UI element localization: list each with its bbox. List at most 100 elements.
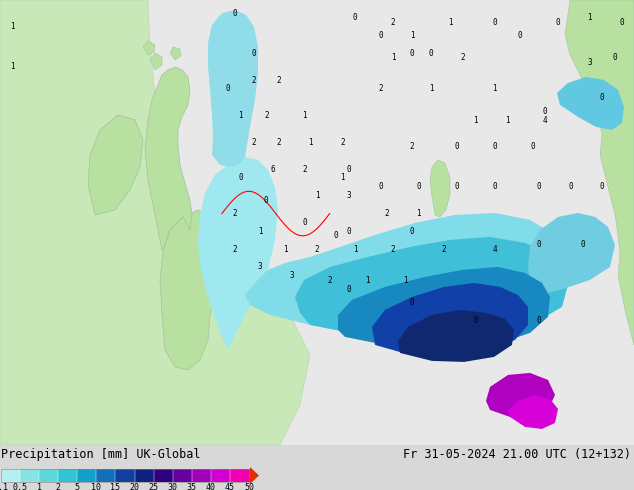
Text: 2: 2	[441, 245, 446, 254]
Text: 0: 0	[581, 240, 586, 249]
Text: 0.1: 0.1	[0, 483, 8, 490]
Polygon shape	[245, 213, 565, 330]
Text: Precipitation [mm] UK-Global: Precipitation [mm] UK-Global	[1, 448, 200, 461]
Polygon shape	[508, 395, 558, 429]
Text: 0: 0	[492, 142, 497, 151]
Text: 0: 0	[353, 13, 358, 23]
Bar	[39, 469, 58, 482]
Text: 0: 0	[530, 142, 535, 151]
Text: 1: 1	[429, 84, 434, 94]
Text: 0: 0	[346, 285, 351, 294]
Text: 0: 0	[543, 107, 548, 116]
FancyArrow shape	[249, 467, 259, 484]
Text: 0: 0	[346, 165, 351, 173]
Text: 1: 1	[365, 276, 370, 285]
Polygon shape	[557, 77, 624, 130]
Text: 6: 6	[270, 165, 275, 173]
Text: 2: 2	[232, 245, 237, 254]
Text: 0: 0	[264, 196, 269, 205]
Text: 0: 0	[416, 182, 421, 192]
Text: 0: 0	[454, 182, 459, 192]
Polygon shape	[372, 283, 528, 357]
Polygon shape	[528, 213, 615, 297]
Bar	[58, 469, 77, 482]
Polygon shape	[565, 0, 634, 345]
Text: 30: 30	[167, 483, 178, 490]
Text: 1: 1	[37, 483, 42, 490]
Bar	[230, 469, 249, 482]
Text: 40: 40	[206, 483, 216, 490]
Bar	[153, 469, 172, 482]
Text: 0: 0	[410, 227, 415, 236]
Polygon shape	[143, 41, 155, 55]
Text: 1: 1	[505, 116, 510, 124]
Polygon shape	[295, 237, 568, 340]
Text: Fr 31-05-2024 21.00 UTC (12+132): Fr 31-05-2024 21.00 UTC (12+132)	[403, 448, 631, 461]
Text: 0.5: 0.5	[13, 483, 27, 490]
Text: 0: 0	[517, 31, 522, 40]
Text: 1: 1	[403, 276, 408, 285]
Text: 0: 0	[232, 9, 237, 18]
Bar	[191, 469, 211, 482]
Text: 0: 0	[536, 316, 541, 325]
Polygon shape	[150, 53, 162, 70]
Text: 4: 4	[492, 245, 497, 254]
Text: 0: 0	[238, 173, 243, 182]
Polygon shape	[145, 67, 192, 250]
Bar	[211, 469, 230, 482]
Text: 0: 0	[454, 142, 459, 151]
Text: 2: 2	[327, 276, 332, 285]
Bar	[115, 469, 134, 482]
Text: 50: 50	[244, 483, 254, 490]
Text: 2: 2	[384, 209, 389, 218]
Text: 2: 2	[276, 138, 281, 147]
Text: 1: 1	[10, 22, 15, 31]
Polygon shape	[88, 115, 143, 215]
Text: 0: 0	[226, 84, 231, 94]
Text: 3: 3	[587, 58, 592, 67]
Text: 0: 0	[410, 298, 415, 307]
Text: 0: 0	[536, 182, 541, 192]
Polygon shape	[160, 210, 228, 370]
Text: 0: 0	[612, 53, 618, 62]
Text: 2: 2	[391, 18, 396, 27]
Text: 1: 1	[410, 31, 415, 40]
Text: 2: 2	[378, 84, 383, 94]
Text: 2: 2	[232, 209, 237, 218]
Bar	[1, 469, 249, 482]
Text: 2: 2	[340, 138, 345, 147]
Text: 35: 35	[187, 483, 197, 490]
Text: 1: 1	[302, 111, 307, 120]
Polygon shape	[170, 47, 181, 60]
Text: 1: 1	[238, 111, 243, 120]
Text: 3: 3	[257, 263, 262, 271]
Text: 0: 0	[429, 49, 434, 58]
Bar	[172, 469, 191, 482]
Text: 0: 0	[378, 31, 383, 40]
Polygon shape	[430, 160, 450, 217]
Text: 2: 2	[251, 138, 256, 147]
Text: 1: 1	[257, 227, 262, 236]
Text: 0: 0	[555, 18, 560, 27]
Bar	[96, 469, 115, 482]
Text: 0: 0	[473, 316, 478, 325]
Text: 1: 1	[587, 13, 592, 23]
Text: 45: 45	[225, 483, 235, 490]
Text: 10: 10	[91, 483, 101, 490]
Text: 0: 0	[251, 49, 256, 58]
Text: 1: 1	[448, 18, 453, 27]
Text: 1: 1	[340, 173, 345, 182]
Text: 3: 3	[346, 191, 351, 200]
Text: 0: 0	[492, 18, 497, 27]
Text: 0: 0	[302, 218, 307, 227]
Polygon shape	[338, 267, 550, 349]
Text: 3: 3	[289, 271, 294, 280]
Text: 0: 0	[346, 227, 351, 236]
Text: 2: 2	[410, 142, 415, 151]
Text: 15: 15	[110, 483, 120, 490]
Text: 2: 2	[314, 245, 320, 254]
Text: 0: 0	[600, 94, 605, 102]
Text: 2: 2	[460, 53, 465, 62]
Text: 2: 2	[276, 75, 281, 85]
Text: 5: 5	[75, 483, 80, 490]
